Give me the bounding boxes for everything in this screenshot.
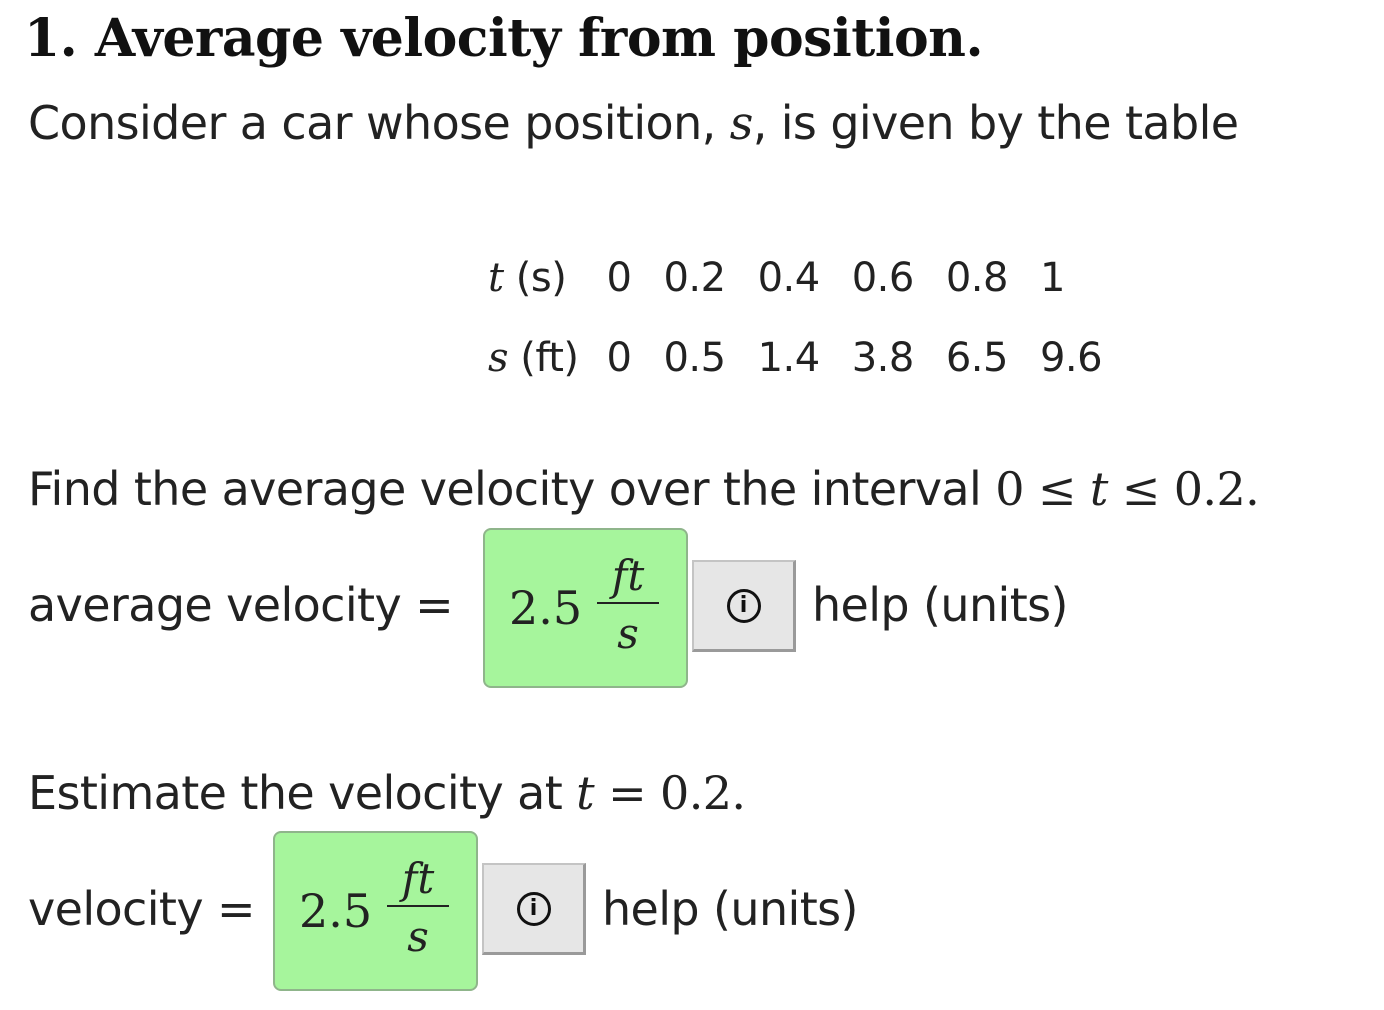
average-velocity-label: average velocity =: [28, 578, 454, 632]
table-cell: 0.4: [757, 255, 821, 301]
table-cell: 6.5: [945, 335, 1009, 381]
question-velocity-estimate: Estimate the velocity at t = 0.2.: [28, 766, 746, 820]
table-cell: 0: [606, 335, 632, 381]
answer-value: 2.5: [299, 884, 373, 938]
position-table: t (s) 0 0.2 0.4 0.6 0.8 1 s (ft) 0 0.5 1…: [478, 238, 1118, 398]
table-cell: 1.4: [757, 335, 821, 381]
question-average-velocity: Find the average velocity over the inter…: [28, 462, 1260, 516]
position-variable: s: [729, 96, 754, 150]
units-help-link[interactable]: help (units): [812, 578, 1068, 632]
table-cell: 0.2: [663, 255, 726, 301]
table-cell: 9.6: [1039, 335, 1103, 381]
info-icon: i: [726, 588, 761, 623]
table-cell: 0.8: [945, 255, 1009, 301]
table-cell: 0.5: [663, 335, 726, 381]
answer-unit: ft s: [387, 855, 449, 961]
answer-value: 2.5: [509, 581, 583, 635]
problem-title: 1. Average velocity from position.: [24, 8, 984, 69]
average-velocity-answer-field[interactable]: 2.5 ft s: [483, 528, 688, 688]
info-icon: i: [516, 891, 551, 926]
velocity-answer-field[interactable]: 2.5 ft s: [273, 831, 478, 991]
fraction-bar: [597, 602, 659, 604]
table-cell: 0: [606, 255, 632, 301]
units-help-link[interactable]: help (units): [602, 882, 858, 936]
velocity-label: velocity =: [28, 882, 256, 936]
table-cell: 3.8: [851, 335, 915, 381]
fraction-bar: [387, 905, 449, 907]
units-help-button[interactable]: i: [482, 863, 586, 955]
table-header-time: t (s): [488, 255, 567, 301]
problem-intro: Consider a car whose position, s, is giv…: [28, 96, 1239, 150]
table-row-position: s (ft) 0 0.5 1.4 3.8 6.5 9.6: [478, 318, 1118, 398]
table-row-time: t (s) 0 0.2 0.4 0.6 0.8 1: [478, 238, 1118, 318]
answer-unit: ft s: [597, 552, 659, 658]
table-cell: 0.6: [851, 255, 915, 301]
units-help-button[interactable]: i: [692, 560, 796, 652]
table-cell: 1: [1039, 255, 1065, 301]
table-header-position: s (ft): [488, 335, 579, 381]
